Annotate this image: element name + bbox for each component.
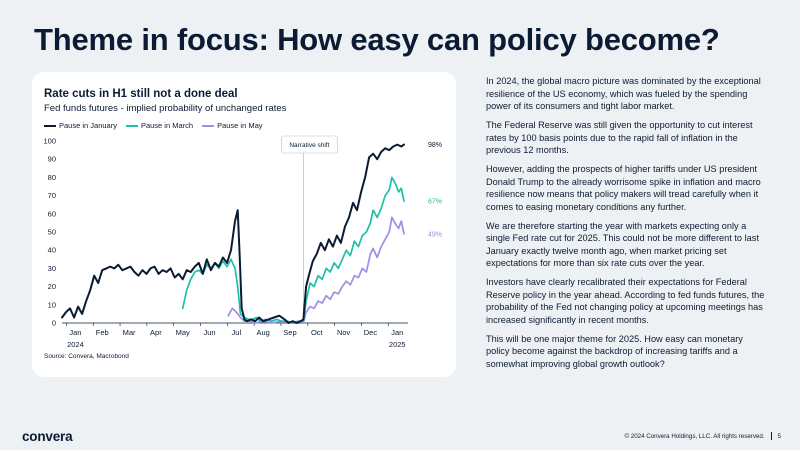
x-tick-label: Jun — [203, 328, 215, 337]
legend-swatch-march — [125, 124, 138, 127]
legend-item-may: Pause in May — [202, 121, 263, 130]
series-end-label: 49% — [428, 231, 442, 238]
x-tick-label: Sep — [283, 328, 296, 337]
footer-divider — [770, 432, 772, 440]
page-number: 5 — [777, 432, 781, 440]
annotation-box — [281, 135, 338, 154]
logo-wordmark: convera — [22, 429, 73, 444]
commentary-paragraph: In 2024, the global macro picture was do… — [486, 76, 761, 112]
x-tick-label: May — [176, 328, 190, 337]
series-line-march — [181, 176, 405, 324]
x-tick-label: Jul — [232, 328, 242, 337]
legend-swatch-january — [44, 124, 56, 127]
y-tick-label: 80 — [48, 173, 56, 182]
y-tick-label: 40 — [48, 246, 56, 255]
x-tick-label: Nov — [337, 328, 351, 337]
y-tick-label: 100 — [43, 137, 56, 146]
series-line-may — [227, 216, 405, 324]
y-tick-label: 60 — [48, 209, 56, 218]
legend-label-march: Pause in March — [140, 121, 194, 130]
y-tick-label: 70 — [48, 191, 56, 200]
legend-swatch-may — [202, 124, 215, 127]
legend-item-january: Pause in January — [44, 121, 117, 130]
x-tick-label: Jan — [391, 328, 403, 337]
x-tick-label: Oct — [311, 328, 324, 337]
chart-card: Rate cuts in H1 still not a done deal Fe… — [32, 72, 456, 377]
commentary-text: In 2024, the global macro picture was do… — [486, 75, 768, 377]
x-year-label: 2025 — [389, 340, 406, 349]
annotation-label: Narrative shift — [289, 142, 329, 149]
series-line-january — [61, 143, 405, 324]
chart-title: Rate cuts in H1 still not a done deal — [44, 88, 238, 100]
y-tick-label: 10 — [48, 300, 56, 309]
legend-label-january: Pause in January — [59, 121, 117, 130]
x-tick-label: Dec — [364, 328, 378, 337]
x-tick-label: Mar — [123, 328, 136, 337]
commentary-paragraph: This will be one major theme for 2025. H… — [486, 333, 743, 369]
legend-item-march: Pause in March — [125, 121, 194, 130]
line-chart: 0 10 20 30 40 50 60 70 80 90 100 Jan 2024 Feb Mar Apr Ma… — [43, 135, 442, 349]
chart-subtitle: Fed funds futures - implied probability … — [44, 103, 287, 114]
series-end-label: 98% — [428, 142, 442, 149]
commentary-paragraph: We are therefore starting the year with … — [486, 220, 759, 269]
y-tick-label: 50 — [48, 228, 56, 237]
y-tick-label: 30 — [48, 264, 56, 273]
y-tick-label: 90 — [48, 155, 56, 164]
page-title: Theme in focus: How easy can policy beco… — [34, 22, 720, 57]
x-tick-label: Feb — [96, 328, 109, 337]
convera-logo: convera — [22, 429, 73, 444]
footer-copyright: © 2024 Convera Holdings, LLC. All rights… — [624, 432, 765, 440]
series-end-label: 67% — [428, 199, 442, 206]
commentary-paragraph: However, adding the prospects of higher … — [486, 163, 761, 212]
legend-label-may: Pause in May — [217, 121, 263, 130]
commentary-paragraph: The Federal Reserve was still given the … — [486, 119, 753, 156]
y-tick-label: 0 — [52, 319, 56, 328]
footer-info: © 2024 Convera Holdings, LLC. All rights… — [624, 432, 781, 440]
chart-legend: Pause in January Pause in March Pause in… — [44, 121, 263, 130]
x-tick-label: Apr — [150, 328, 162, 337]
x-tick-label: Jan — [69, 328, 81, 337]
y-tick-label: 20 — [48, 282, 56, 291]
commentary-paragraph: Investors have clearly recalibrated thei… — [486, 277, 765, 325]
chart-source: Source: Convera, Macrobond — [44, 353, 129, 360]
x-tick-label: Aug — [256, 328, 269, 337]
x-year-label: 2024 — [67, 340, 84, 349]
